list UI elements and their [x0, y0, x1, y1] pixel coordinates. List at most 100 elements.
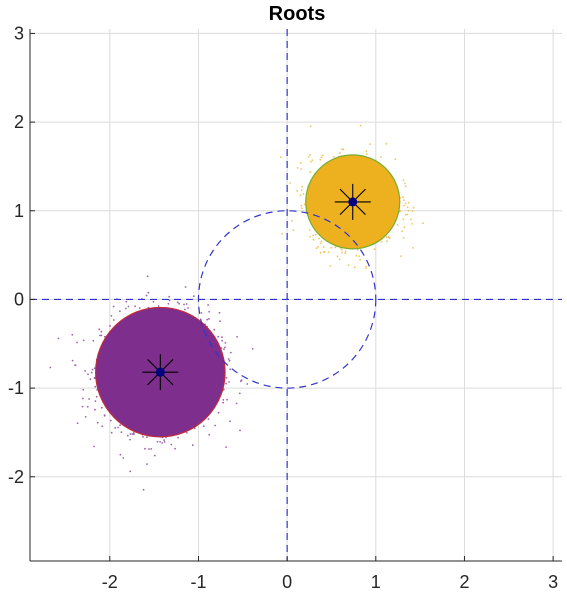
- reference-lines: [30, 29, 562, 561]
- unit-circle: [197, 210, 377, 389]
- sample-point: [99, 334, 101, 337]
- sample-point: [127, 305, 130, 308]
- sample-point: [299, 194, 302, 197]
- y-tick-label: 1: [14, 201, 24, 221]
- sample-point: [296, 189, 298, 192]
- sample-point: [98, 328, 101, 331]
- sample-point: [394, 158, 397, 161]
- sample-point: [145, 294, 148, 297]
- sample-point: [91, 368, 94, 371]
- sample-point: [146, 275, 149, 278]
- sample-point: [387, 236, 390, 238]
- sample-point: [86, 405, 89, 408]
- sample-point: [224, 346, 226, 349]
- sample-point: [338, 258, 341, 261]
- y-tick-label: 3: [14, 23, 24, 43]
- sample-point: [119, 424, 121, 427]
- sample-point: [404, 182, 406, 185]
- sample-point: [332, 156, 335, 158]
- sample-point: [49, 366, 52, 369]
- sample-point: [365, 153, 368, 156]
- sample-point: [90, 371, 93, 374]
- sample-point: [125, 300, 128, 303]
- sample-point: [385, 142, 388, 145]
- sample-point: [321, 154, 324, 157]
- sample-point: [289, 182, 292, 184]
- sample-point: [74, 364, 76, 367]
- x-tick-label: 1: [371, 572, 381, 592]
- sample-point: [412, 247, 414, 249]
- sample-point: [402, 218, 405, 221]
- sample-point: [84, 370, 86, 372]
- sample-point: [93, 445, 95, 448]
- sample-point: [206, 318, 209, 321]
- sample-point: [291, 219, 293, 222]
- sample-point: [228, 381, 230, 383]
- sample-point: [208, 318, 210, 320]
- sample-point: [402, 179, 405, 182]
- sample-point: [71, 359, 74, 362]
- sample-point: [94, 408, 96, 411]
- sample-point: [228, 359, 231, 362]
- sample-point: [239, 429, 241, 432]
- sample-point: [96, 421, 99, 424]
- sample-point: [308, 229, 311, 231]
- root-marker-2: [334, 183, 371, 220]
- sample-point: [302, 192, 305, 195]
- sample-point: [177, 436, 180, 439]
- sample-point: [229, 368, 232, 371]
- sample-point: [84, 416, 87, 418]
- sample-point: [301, 207, 303, 210]
- sample-point: [200, 312, 203, 314]
- sample-point: [340, 248, 343, 251]
- sample-point: [403, 204, 405, 207]
- sample-point: [251, 348, 254, 350]
- sample-point: [410, 218, 412, 221]
- sample-point: [219, 320, 222, 323]
- sample-point: [129, 433, 132, 435]
- sample-point: [303, 203, 306, 206]
- sample-point: [319, 251, 322, 254]
- root-dot: [348, 197, 358, 207]
- sample-point: [300, 168, 302, 171]
- sample-point: [322, 246, 325, 248]
- sample-point: [94, 385, 97, 388]
- sample-point: [207, 418, 210, 420]
- sample-point: [103, 414, 106, 417]
- sample-point: [341, 251, 343, 254]
- sample-point: [161, 442, 164, 444]
- sample-point: [402, 237, 405, 239]
- sample-point: [147, 291, 150, 294]
- sample-point: [296, 167, 299, 169]
- sample-point: [82, 388, 85, 391]
- sample-point: [184, 286, 187, 288]
- x-tick-label: 3: [548, 572, 558, 592]
- sample-point: [246, 383, 249, 385]
- sample-point: [385, 236, 388, 239]
- sample-point: [347, 264, 350, 266]
- sample-point: [355, 254, 358, 257]
- sample-point: [320, 156, 323, 159]
- sample-point: [341, 148, 343, 151]
- sample-point: [142, 436, 144, 438]
- sample-point: [330, 246, 333, 249]
- sample-point: [224, 342, 227, 344]
- sample-point: [400, 255, 402, 257]
- sample-point: [317, 245, 319, 248]
- sample-point: [109, 419, 112, 422]
- sample-point: [214, 424, 217, 427]
- sample-point: [403, 226, 406, 229]
- sample-point: [222, 401, 225, 404]
- sample-point: [236, 336, 239, 338]
- sample-point: [120, 431, 123, 434]
- sample-point: [227, 358, 230, 360]
- sample-point: [153, 454, 156, 457]
- sample-point: [131, 433, 134, 435]
- sample-point: [112, 319, 115, 321]
- sample-point: [148, 448, 150, 450]
- sample-point: [334, 246, 337, 249]
- sample-point: [100, 334, 103, 337]
- sample-point: [373, 248, 376, 251]
- sample-point: [156, 440, 159, 443]
- sample-point: [404, 202, 407, 205]
